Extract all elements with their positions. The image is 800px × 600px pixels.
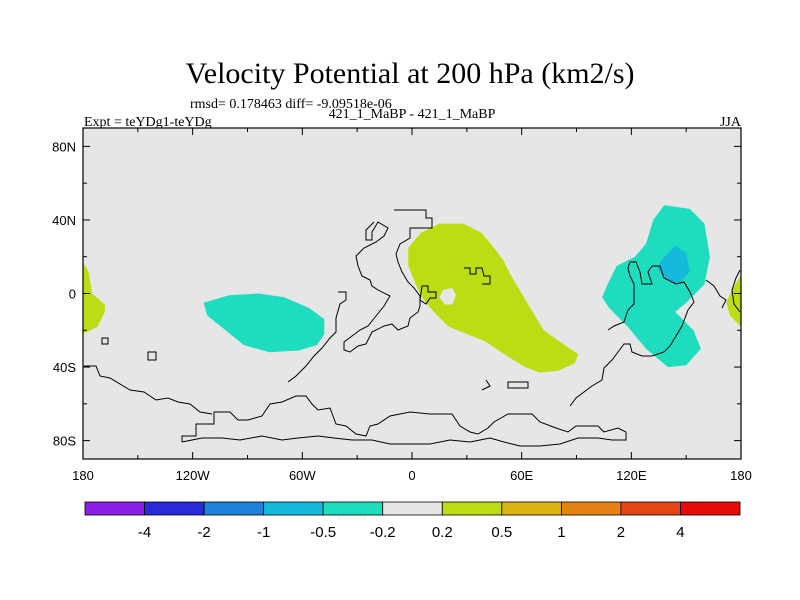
stats-label: rmsd= 0.178463 diff= -9.09518e-06: [190, 97, 392, 112]
axis-ticks: 180 120W 60W 0 60E 120E 180 80N 40N 0 40S 80S: [52, 128, 752, 483]
experiment-label: Expt = teYDg1-teYDg: [84, 115, 212, 130]
coastline-australia: [569, 261, 695, 407]
coastline-madagascar: [481, 379, 491, 391]
x-tick-label: 60E: [510, 468, 533, 483]
x-tick-label: 60W: [289, 468, 316, 483]
colorbar-swatch: [620, 501, 681, 516]
x-tick-label: 0: [408, 468, 415, 483]
colorbar-swatch: [441, 501, 503, 516]
y-tick-label: 40N: [52, 213, 76, 228]
positive-anomaly-west-pacific: [83, 262, 105, 334]
colorbar-label: 0.5: [491, 524, 512, 541]
colorbar-label: 2: [617, 524, 625, 541]
coastline-small-island-b: [147, 351, 157, 361]
x-tick-label: 180: [72, 468, 94, 483]
x-tick-label: 180: [730, 468, 752, 483]
colorbar-label: -4: [138, 524, 151, 541]
comparison-label: 421_1_MaBP - 421_1_MaBP: [329, 107, 496, 122]
coastlines: [84, 209, 741, 447]
colorbar-swatch: [382, 501, 443, 516]
map-plot-area: 180 120W 60W 0 60E 120E 180 80N 40N 0 40S 80S: [52, 127, 752, 483]
colorbar-label: -1: [257, 524, 270, 541]
season-label: JJA: [720, 115, 742, 130]
colorbar-label: -0.5: [310, 524, 336, 541]
colorbar-label: 4: [676, 524, 684, 541]
colorbar-label: 0.2: [432, 524, 453, 541]
y-tick-label: 40S: [53, 360, 76, 375]
coastline-south-america: [287, 291, 347, 383]
y-tick-label: 80S: [53, 434, 76, 449]
coastline-africa: [343, 209, 433, 353]
coastline-antarctica: [181, 395, 627, 447]
colorbar-label: -0.2: [370, 524, 396, 541]
coastline-west-pacific-islands: [84, 365, 213, 415]
chart-title: Velocity Potential at 200 hPa (km2/s): [185, 57, 634, 90]
x-tick-label: 120E: [616, 468, 647, 483]
colorbar: -4 -2 -1 -0.5 -0.2 0.2 0.5 1 2 4: [84, 501, 741, 541]
anomaly-regions: [83, 205, 741, 373]
y-tick-label: 0: [69, 287, 76, 302]
colorbar-swatch: [560, 501, 622, 516]
negative-anomaly-western-pacific: [602, 205, 710, 368]
colorbar-swatch: [203, 501, 265, 516]
coastline-island: [419, 285, 437, 305]
colorbar-swatch: [263, 501, 324, 516]
y-tick-label: 80N: [52, 139, 76, 154]
coastline-india: [464, 267, 491, 285]
colorbar-swatch: [680, 501, 741, 516]
colorbar-swatch: [322, 501, 384, 516]
colorbar-swatch: [501, 501, 562, 516]
coastline-small-island-a: [101, 337, 109, 345]
coastline-east-asia: [731, 269, 741, 313]
positive-anomaly-africa-indian-ocean: [408, 223, 579, 373]
colorbar-label: -2: [197, 524, 210, 541]
near-zero-hole-africa: [439, 288, 456, 305]
colorbar-swatch: [84, 501, 145, 516]
colorbar-swatch: [144, 501, 205, 516]
colorbar-label: 1: [557, 524, 565, 541]
x-tick-label: 120W: [176, 468, 211, 483]
negative-anomaly-south-atlantic: [203, 293, 325, 353]
coastline-pacific-islands: [705, 279, 727, 309]
coastline-south-africa: [507, 381, 529, 389]
negative-anomaly-core: [656, 245, 690, 285]
